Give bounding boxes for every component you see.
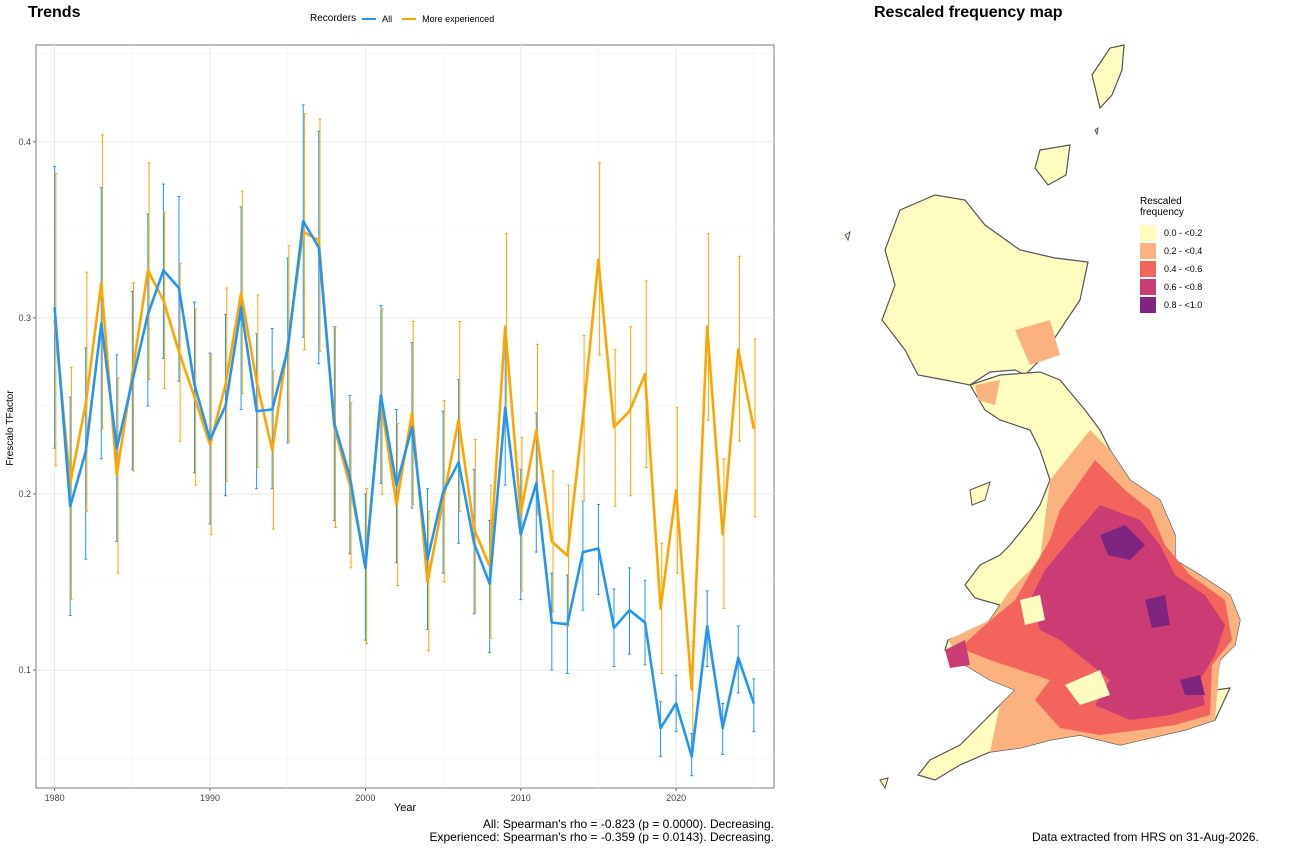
x-tick-label: 1980 bbox=[45, 793, 65, 803]
legend-label-experienced: More experienced bbox=[422, 13, 495, 24]
y-tick-label: 0.1 bbox=[18, 665, 31, 675]
x-axis-label: Year bbox=[394, 802, 417, 814]
map-scotland bbox=[881, 44, 1125, 386]
map-class-02-b bbox=[975, 320, 1060, 405]
map-legend-label: 0.6 - <0.8 bbox=[1164, 282, 1203, 292]
legend-title: Recorders bbox=[310, 13, 357, 24]
map-light-patch bbox=[1020, 595, 1110, 705]
map-legend-row: 0.6 - <0.8 bbox=[1140, 278, 1202, 296]
map-legend-swatch bbox=[1140, 243, 1156, 259]
map-legend-swatch bbox=[1140, 279, 1156, 295]
map-legend: Rescaled frequency 0.0 - <0.2 0.2 - <0.4… bbox=[1140, 196, 1202, 314]
map-class-06-b bbox=[945, 640, 970, 668]
y-tick-label: 0.3 bbox=[18, 313, 31, 323]
trends-title: Trends bbox=[28, 4, 81, 21]
map-legend-label: 0.4 - <0.6 bbox=[1164, 264, 1203, 274]
series-lines bbox=[53, 219, 756, 758]
map-legend-label: 0.8 - <1.0 bbox=[1164, 300, 1203, 310]
stats-all: All: Spearman's rho = -0.823 (p = 0.0000… bbox=[482, 817, 774, 831]
spearman-stats: All: Spearman's rho = -0.823 (p = 0.0000… bbox=[430, 818, 775, 844]
x-tick-label: 2000 bbox=[355, 793, 375, 803]
y-tick-label: 0.4 bbox=[18, 137, 31, 147]
legend-swatch-experienced bbox=[402, 17, 417, 20]
extraction-note: Data extracted from HRS on 31-Aug-2026. bbox=[1032, 830, 1259, 844]
frequency-map bbox=[844, 44, 1241, 790]
trend-chart: 1980 1990 2000 2010 2020 0.1 0.2 0.3 0.4 Year F… bbox=[5, 44, 775, 814]
series-line-all bbox=[53, 219, 756, 758]
map-legend-label: 0.2 - <0.4 bbox=[1164, 246, 1203, 256]
map-legend-swatch bbox=[1140, 261, 1156, 277]
map-legend-swatch bbox=[1140, 225, 1156, 241]
map-legend-title-2: frequency bbox=[1140, 207, 1184, 218]
map-title: Rescaled frequency map bbox=[874, 4, 1063, 21]
legend-label-all: All bbox=[382, 13, 393, 24]
legend-swatch-all bbox=[362, 17, 377, 20]
y-tick-label: 0.2 bbox=[18, 489, 31, 499]
x-ticks: 1980 1990 2000 2010 2020 bbox=[45, 788, 686, 803]
map-legend-title-1: Rescaled bbox=[1140, 196, 1182, 207]
map-legend-swatch bbox=[1140, 297, 1156, 313]
map-islands bbox=[844, 126, 1099, 790]
map-class-08 bbox=[1100, 525, 1205, 695]
map-legend-row: 0.0 - <0.2 bbox=[1140, 224, 1202, 242]
y-axis-label: Frescalo TFactor bbox=[5, 390, 16, 466]
stats-experienced: Experienced: Spearman's rho = -0.359 (p … bbox=[429, 830, 775, 844]
map-legend-row: 0.4 - <0.6 bbox=[1140, 260, 1202, 278]
map-legend-label: 0.0 - <0.2 bbox=[1164, 228, 1203, 238]
map-legend-title: Rescaled frequency bbox=[1140, 196, 1202, 218]
map-legend-row: 0.8 - <1.0 bbox=[1140, 296, 1202, 314]
x-tick-label: 2010 bbox=[511, 793, 531, 803]
y-ticks: 0.1 0.2 0.3 0.4 bbox=[18, 137, 36, 675]
x-tick-label: 1990 bbox=[200, 793, 220, 803]
map-class-06 bbox=[1030, 505, 1225, 720]
map-legend-row: 0.2 - <0.4 bbox=[1140, 242, 1202, 260]
plot-panel bbox=[35, 44, 775, 789]
x-tick-label: 2020 bbox=[666, 793, 686, 803]
chart-legend: Recorders All More experienced bbox=[310, 13, 494, 24]
